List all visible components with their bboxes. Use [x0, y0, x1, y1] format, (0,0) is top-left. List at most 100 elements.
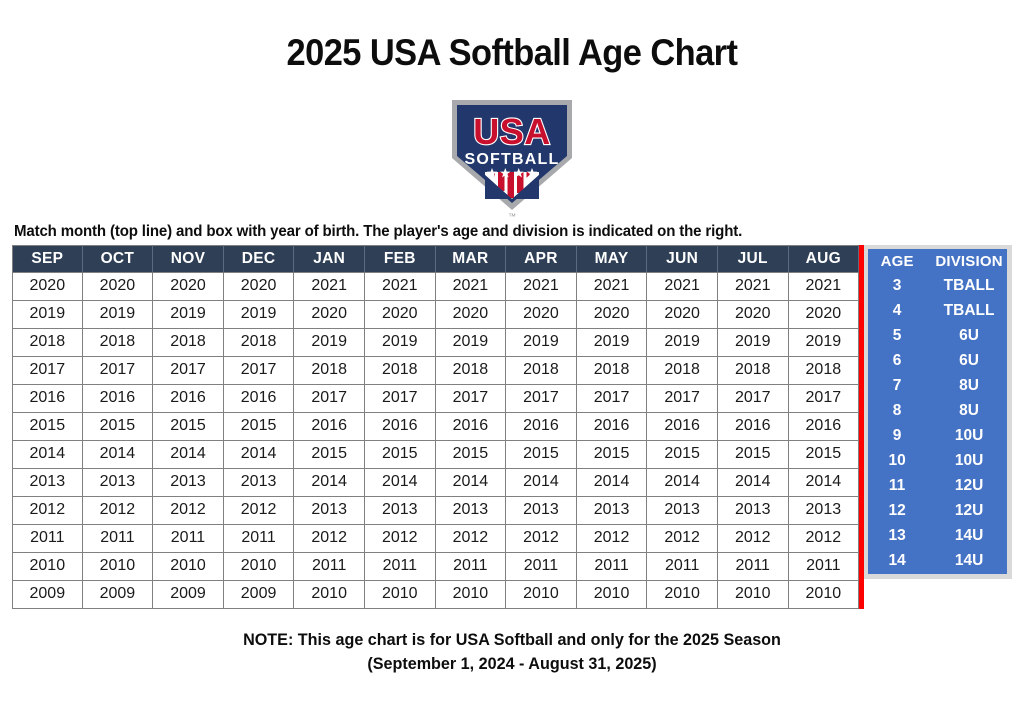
- age-division-row: 4 TBALL: [868, 298, 1007, 324]
- birth-year-cell: 2011: [82, 524, 154, 553]
- birth-year-cell: 2011: [576, 552, 648, 581]
- month-header-sep: SEP: [12, 244, 83, 273]
- birth-year-cell: 2015: [223, 412, 295, 441]
- month-header-mar: MAR: [435, 244, 507, 273]
- birth-year-cell: 2012: [223, 496, 295, 525]
- birth-year-cell: 2015: [647, 440, 718, 469]
- birth-year-cell: 2018: [294, 356, 365, 385]
- table-row: 2012 2012 2012 2012 2013 2013 2013 2013 2013 2013…: [12, 496, 860, 525]
- birth-year-cell: 2010: [717, 580, 789, 609]
- birth-year-cell: 2009: [223, 580, 295, 609]
- age-division-row: 14 14U: [868, 548, 1007, 574]
- age-cell: 3: [868, 273, 927, 299]
- birth-year-cell: 2011: [223, 524, 295, 553]
- division-cell: 8U: [926, 373, 1007, 399]
- birth-year-cell: 2017: [364, 384, 436, 413]
- birth-year-cell: 2017: [506, 384, 577, 413]
- age-cell: 14: [868, 548, 927, 574]
- birth-year-cell: 2014: [576, 468, 648, 497]
- birth-year-cell: 2012: [364, 524, 436, 553]
- birth-year-cell: 2014: [788, 468, 860, 497]
- age-division-panel: AGE DIVISION 3 TBALL 4 TBALL 5 6U 6 6U 7 8U 8 8U 9 10…: [864, 244, 1012, 579]
- birth-year-cell: 2018: [506, 356, 577, 385]
- age-rows-body: 3 TBALL 4 TBALL 5 6U 6 6U 7 8U 8 8U 9 10U 10 10U 11 12U 12…: [868, 273, 1007, 574]
- age-cell: 8: [868, 398, 927, 424]
- birth-year-cell: 2019: [435, 328, 507, 357]
- birth-year-cell: 2020: [294, 300, 365, 329]
- birth-year-cell: 2012: [435, 524, 507, 553]
- age-division-row: 8 8U: [868, 398, 1007, 424]
- birth-year-cell: 2016: [364, 412, 436, 441]
- table-row: 2011 2011 2011 2011 2012 2012 2012 2012 2012 2012…: [12, 524, 860, 553]
- division-cell: TBALL: [926, 273, 1007, 299]
- birth-year-cell: 2018: [153, 328, 224, 357]
- age-cell: 11: [868, 473, 927, 499]
- birth-year-cell: 2015: [576, 440, 648, 469]
- birth-year-cell: 2013: [717, 496, 789, 525]
- birth-year-cell: 2010: [435, 580, 507, 609]
- birth-year-cell: 2013: [294, 496, 365, 525]
- age-cell: 13: [868, 523, 927, 549]
- birth-year-cell: 2018: [364, 356, 436, 385]
- footer-line-2: (September 1, 2024 - August 31, 2025): [367, 654, 657, 674]
- age-division-row: 11 12U: [868, 473, 1007, 499]
- birth-year-cell: 2016: [223, 384, 295, 413]
- division-cell: 14U: [926, 523, 1007, 549]
- birth-year-cell: 2018: [435, 356, 507, 385]
- table-row: 2018 2018 2018 2018 2019 2019 2019 2019 2019 2019…: [12, 328, 860, 357]
- instruction-text: Match month (top line) and box with year…: [14, 222, 743, 240]
- age-division-row: 7 8U: [868, 373, 1007, 399]
- usa-softball-logo-icon: [452, 99, 572, 210]
- birth-year-cell: 2011: [294, 552, 365, 581]
- birth-year-cell: 2021: [294, 272, 365, 301]
- birth-year-cell: 2016: [647, 412, 718, 441]
- age-division-row: 13 14U: [868, 523, 1007, 549]
- birth-year-cell: 2014: [506, 468, 577, 497]
- logo-stars-icon: [486, 167, 538, 178]
- birth-year-cell: 2015: [12, 412, 83, 441]
- birth-year-cell: 2017: [12, 356, 83, 385]
- birth-year-cell: 2013: [506, 496, 577, 525]
- footer-line-1: NOTE: This age chart is for USA Softball…: [243, 629, 781, 649]
- birth-year-cell: 2017: [647, 384, 718, 413]
- birth-year-cell: 2019: [647, 328, 718, 357]
- birth-year-cell: 2012: [12, 496, 83, 525]
- table-row: 2019 2019 2019 2019 2020 2020 2020 2020 2020 2020…: [12, 300, 860, 329]
- month-header-row: SEP OCT NOV DEC JAN FEB MAR APR MAY JUN JUL AUG: [12, 244, 860, 273]
- birth-year-cell: 2011: [717, 552, 789, 581]
- age-cell: 4: [868, 298, 927, 324]
- birth-year-cell: 2021: [647, 272, 718, 301]
- birth-year-cell: 2013: [647, 496, 718, 525]
- birth-year-cell: 2011: [647, 552, 718, 581]
- birth-year-cell: 2010: [364, 580, 436, 609]
- birth-year-cell: 2018: [788, 356, 860, 385]
- birth-year-cell: 2012: [576, 524, 648, 553]
- birth-year-cell: 2014: [223, 440, 295, 469]
- birth-year-cell: 2016: [576, 412, 648, 441]
- birth-year-cell: 2016: [717, 412, 789, 441]
- birth-year-cell: 2017: [717, 384, 789, 413]
- birth-year-cell: 2014: [82, 440, 154, 469]
- birth-year-cell: 2010: [12, 552, 83, 581]
- birth-year-cell: 2018: [223, 328, 295, 357]
- page-title: 2025 USA Softball Age Chart: [286, 31, 738, 73]
- birth-year-cell: 2014: [12, 440, 83, 469]
- birth-year-cell: 2013: [12, 468, 83, 497]
- birth-year-cell: 2011: [153, 524, 224, 553]
- birth-year-cell: 2010: [223, 552, 295, 581]
- month-header-may: MAY: [576, 244, 648, 273]
- birth-year-cell: 2018: [12, 328, 83, 357]
- birth-year-cell: 2009: [153, 580, 224, 609]
- birth-year-cell: 2015: [717, 440, 789, 469]
- age-division-row: 6 6U: [868, 348, 1007, 374]
- year-rows-body: 2020 2020 2020 2020 2021 2021 2021 2021 2021 2021…: [12, 272, 860, 609]
- birth-year-cell: 2020: [364, 300, 436, 329]
- birth-year-cell: 2013: [82, 468, 154, 497]
- month-header-dec: DEC: [223, 244, 295, 273]
- month-header-apr: APR: [506, 244, 577, 273]
- trademark-symbol: ™: [508, 211, 516, 221]
- table-row: 2016 2016 2016 2016 2017 2017 2017 2017 2017 2017…: [12, 384, 860, 413]
- birth-year-cell: 2015: [506, 440, 577, 469]
- birth-year-cell: 2012: [717, 524, 789, 553]
- age-division-row: 12 12U: [868, 498, 1007, 524]
